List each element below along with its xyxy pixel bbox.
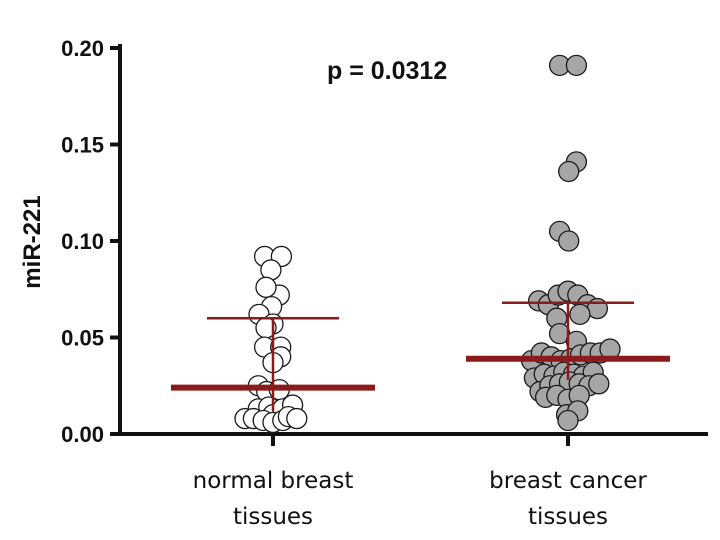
y-tick-label: 0.00: [61, 422, 104, 447]
data-point: [558, 230, 580, 252]
data-points: [234, 54, 621, 434]
y-tick-label: 0.10: [61, 229, 104, 254]
y-axis: 0.00 0.05 0.10 0.15 0.20: [61, 36, 122, 447]
x-axis: [118, 432, 708, 446]
category-label-line: breast cancer: [489, 468, 647, 494]
y-tick-label: 0.05: [61, 326, 104, 351]
category-label-line: tissues: [528, 504, 608, 530]
y-tick-label: 0.15: [61, 133, 104, 158]
data-point: [286, 407, 308, 430]
category-labels: normal breast tissues breast cancer tissues: [193, 468, 648, 530]
median-iqr-bars: [171, 301, 670, 411]
p-value-annotation: p = 0.0312: [327, 57, 447, 85]
data-point: [565, 54, 588, 77]
data-point: [569, 303, 591, 325]
data-point: [558, 160, 580, 183]
y-tick-label: 0.20: [61, 36, 104, 61]
y-axis-title: miR-221: [19, 195, 46, 288]
data-point: [255, 276, 277, 298]
category-label-line: tissues: [233, 504, 313, 530]
data-point: [588, 373, 610, 395]
data-point: [557, 409, 579, 432]
category-label-line: normal breast: [193, 468, 354, 494]
